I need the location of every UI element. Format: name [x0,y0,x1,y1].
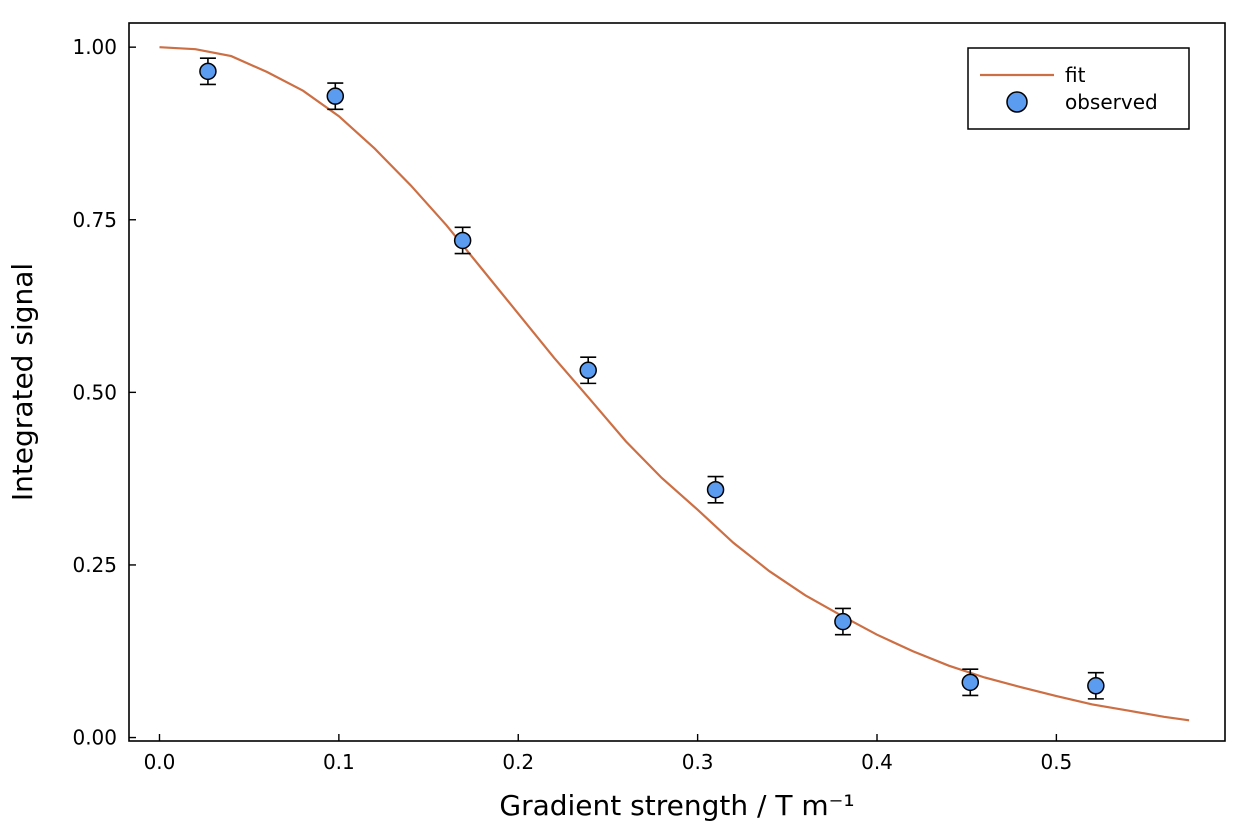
x-tick-label: 0.2 [502,750,534,774]
observed-point-group [706,475,725,504]
observed-point [834,612,852,631]
x-tick-label: 0.0 [144,750,176,774]
observed-point [961,673,980,692]
legend-observed-swatch [1006,91,1028,113]
plot-frame [128,22,1226,742]
observed-point [706,480,725,499]
y-tick-label: 0.50 [72,380,117,404]
observed-point [1087,677,1105,695]
x-tick-label: 0.5 [1040,750,1072,774]
observed-point-group [961,668,980,697]
y-axis-title: Integrated signal [6,263,39,501]
x-axis-ticks: 0.0 0.1 0.2 0.3 0.4 0.5 [144,734,1072,774]
observed-point-group [199,57,217,86]
x-axis-title: Gradient strength / T m⁻¹ [499,789,854,822]
legend-observed-label: observed [1065,90,1158,114]
observed-point [453,231,472,250]
y-tick-label: 0.00 [72,726,117,750]
observed-point [199,62,217,81]
observed-point-group [326,82,345,111]
legend-box [967,47,1190,130]
legend: fit observed [967,47,1190,130]
observed-point-group [453,226,472,255]
series-layer [159,46,1190,722]
x-tick-label: 0.3 [682,750,714,774]
observed-point [579,361,597,380]
y-tick-label: 0.25 [72,553,117,577]
legend-fit-label: fit [1065,63,1086,87]
y-axis-ticks: 0.00 0.25 0.50 0.75 1.00 [72,35,136,750]
y-tick-label: 1.00 [72,35,117,59]
x-tick-label: 0.1 [323,750,355,774]
observed-point-group [1087,671,1105,700]
y-tick-label: 0.75 [72,208,117,232]
observed-point-group [834,607,852,636]
observed-point-group [579,356,597,385]
fit-line [159,46,1190,722]
x-tick-label: 0.4 [861,750,893,774]
observed-point [326,87,345,105]
